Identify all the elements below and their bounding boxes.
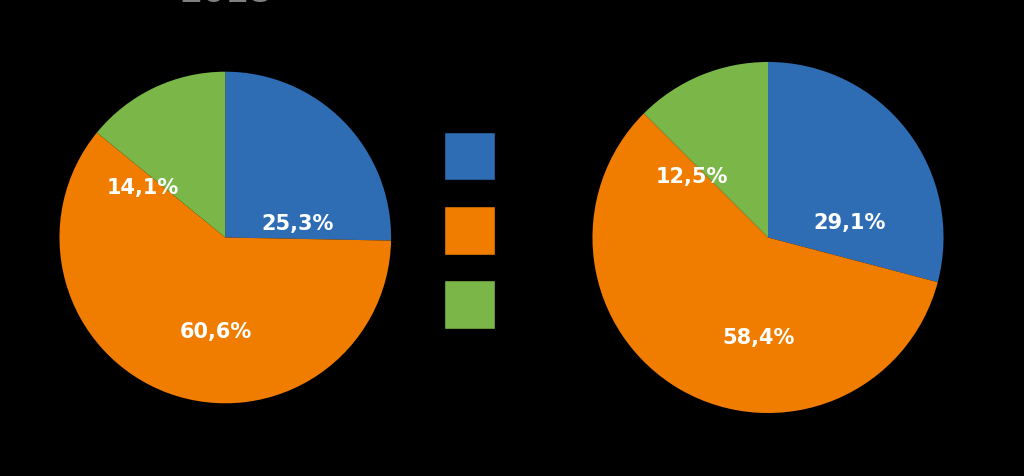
Text: 12,5%: 12,5% — [655, 167, 728, 187]
FancyBboxPatch shape — [444, 132, 495, 181]
Text: 25,3%: 25,3% — [261, 214, 334, 234]
Wedge shape — [644, 63, 768, 238]
FancyBboxPatch shape — [444, 281, 495, 329]
FancyBboxPatch shape — [444, 207, 495, 255]
Wedge shape — [225, 72, 391, 241]
Wedge shape — [768, 63, 943, 283]
Title: 2018: 2018 — [179, 0, 271, 9]
Wedge shape — [97, 72, 225, 238]
Text: 29,1%: 29,1% — [814, 213, 886, 233]
Text: 58,4%: 58,4% — [722, 327, 795, 347]
Wedge shape — [593, 114, 938, 413]
Text: 14,1%: 14,1% — [106, 178, 178, 198]
Wedge shape — [59, 133, 391, 404]
Text: 60,6%: 60,6% — [180, 322, 252, 341]
